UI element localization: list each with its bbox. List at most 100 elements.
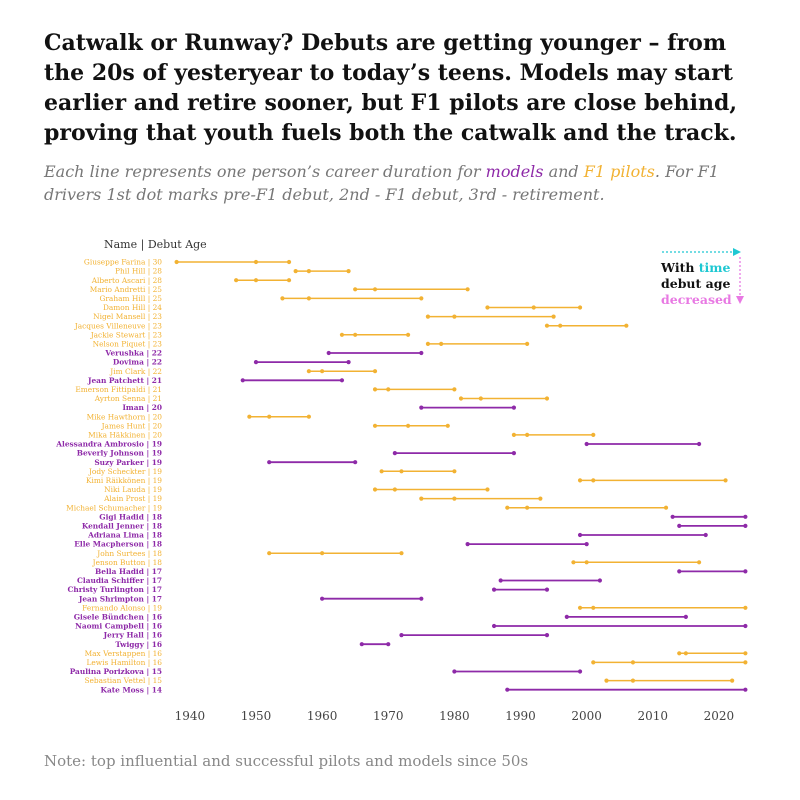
row-7: Jacques Villeneuve | 23 xyxy=(74,321,629,330)
career-start-dot xyxy=(425,314,431,319)
career-start-dot xyxy=(604,678,609,683)
f1-debut-dot xyxy=(372,287,378,292)
legend-decrease-arrowhead xyxy=(736,296,744,304)
row-28: Gigi Hadid | 18 xyxy=(99,512,748,521)
career-end-dot xyxy=(452,387,457,392)
career-start-dot xyxy=(577,605,583,610)
row-41: Jerry Hall | 16 xyxy=(103,631,550,640)
career-end-dot xyxy=(743,569,748,574)
career-start-dot xyxy=(498,578,503,583)
row-label: Dovima | 22 xyxy=(113,358,162,367)
row-5: Damon Hill | 24 xyxy=(103,303,583,312)
career-end-dot xyxy=(743,623,748,629)
row-label: Jackie Stewart | 23 xyxy=(90,330,163,339)
row-13: Jean Patchett | 21 xyxy=(87,376,345,385)
row-9: Nelson Piquet | 23 xyxy=(93,340,530,349)
f1-debut-dot xyxy=(630,660,636,665)
f1-debut-dot xyxy=(405,423,411,428)
f1-debut-dot xyxy=(353,332,358,337)
row-32: John Surtees | 18 xyxy=(96,549,404,558)
x-tick-label: 1960 xyxy=(307,709,338,723)
row-label: Jean Shrimpton | 17 xyxy=(78,594,162,603)
x-tick-label: 1970 xyxy=(373,709,404,723)
row-label: Jenson Button | 18 xyxy=(92,558,163,567)
career-start-dot xyxy=(372,423,378,428)
row-label: Mika Häkkinen | 20 xyxy=(88,431,162,440)
row-label: Iman | 20 xyxy=(122,403,162,412)
career-end-dot xyxy=(597,578,602,583)
f1-debut-dot xyxy=(253,278,259,283)
row-14: Emerson Fittipaldi | 21 xyxy=(75,385,457,394)
row-3: Mario Andretti | 25 xyxy=(90,285,470,294)
career-end-dot xyxy=(551,314,556,319)
career-end-dot xyxy=(399,551,404,556)
f1-debut-dot xyxy=(525,505,530,510)
row-label: Jean Patchett | 21 xyxy=(87,376,162,385)
chart-title: Catwalk or Runway? Debuts are getting yo… xyxy=(44,30,737,146)
row-label: Gigi Hadid | 18 xyxy=(99,512,162,521)
career-start-dot xyxy=(267,551,272,556)
career-start-dot xyxy=(419,496,424,501)
career-start-dot xyxy=(234,278,239,283)
x-tick-label: 2010 xyxy=(638,709,669,723)
row-label: Bella Hadid | 17 xyxy=(95,567,162,576)
row-label: Beverly Johnson | 19 xyxy=(77,449,162,458)
f1-debut-dot xyxy=(591,478,596,483)
row-label: Giuseppe Farina | 30 xyxy=(84,258,162,267)
row-25: Niki Lauda | 19 xyxy=(104,485,490,494)
row-label: Mike Hawthorn | 20 xyxy=(87,412,163,421)
career-end-dot xyxy=(452,469,457,474)
row-17: Mike Hawthorn | 20 xyxy=(87,412,311,421)
f1-debut-dot xyxy=(683,651,688,656)
career-start-dot xyxy=(505,505,510,510)
row-8: Jackie Stewart | 23 xyxy=(90,330,411,339)
career-end-dot xyxy=(743,660,748,665)
career-end-dot xyxy=(683,614,688,620)
row-43: Max Verstappen | 16 xyxy=(85,649,748,658)
career-start-dot xyxy=(425,341,431,346)
row-label: James Hunt | 20 xyxy=(101,421,163,430)
career-end-dot xyxy=(405,332,411,337)
career-end-dot xyxy=(419,296,424,301)
career-end-dot xyxy=(544,396,550,401)
row-45: Paulina Porizkova | 15 xyxy=(70,667,583,676)
career-start-dot xyxy=(511,432,517,437)
row-23: Jody Scheckter | 19 xyxy=(88,467,457,476)
career-end-dot xyxy=(511,451,517,456)
career-start-dot xyxy=(584,441,589,447)
subtitle-part1: Each line represents one person’s career… xyxy=(44,162,486,181)
f1-debut-dot xyxy=(439,341,444,346)
row-34: Bella Hadid | 17 xyxy=(95,567,748,576)
subtitle-part2: and xyxy=(543,162,584,181)
row-40: Naomi Campbell | 16 xyxy=(75,622,748,631)
f1-debut-dot xyxy=(306,269,311,274)
row-label: Alessandra Ambrosio | 19 xyxy=(55,440,162,449)
career-start-dot xyxy=(280,296,285,301)
x-tick-label: 1990 xyxy=(505,709,536,723)
career-start-dot xyxy=(677,523,682,529)
career-end-dot xyxy=(577,669,583,674)
career-end-dot xyxy=(696,560,702,565)
career-start-dot xyxy=(491,587,497,592)
row-22: Suzy Parker | 19 xyxy=(94,458,358,467)
f1-debut-dot xyxy=(267,414,272,419)
row-39: Gisele Bündchen | 16 xyxy=(74,613,688,622)
row-label: Jim Clark | 22 xyxy=(109,367,162,376)
row-label: John Surtees | 18 xyxy=(96,549,162,558)
f1-debut-dot xyxy=(320,551,325,556)
career-end-dot xyxy=(286,278,292,283)
career-end-dot xyxy=(286,259,292,265)
career-start-dot xyxy=(372,387,378,392)
row-1: Phil Hill | 28 xyxy=(115,267,351,276)
row-46: Sebastian Vettel | 15 xyxy=(84,676,735,685)
career-start-dot xyxy=(326,350,331,356)
row-19: Mika Häkkinen | 20 xyxy=(88,431,596,440)
career-start-dot xyxy=(399,633,404,638)
legend-line1: With time xyxy=(660,260,731,275)
row-label: Christy Turlington | 17 xyxy=(68,585,162,594)
career-start-dot xyxy=(670,514,675,519)
x-tick-label: 1980 xyxy=(439,709,470,723)
row-20: Alessandra Ambrosio | 19 xyxy=(55,440,702,449)
row-31: Elle Macpherson | 18 xyxy=(74,540,589,549)
